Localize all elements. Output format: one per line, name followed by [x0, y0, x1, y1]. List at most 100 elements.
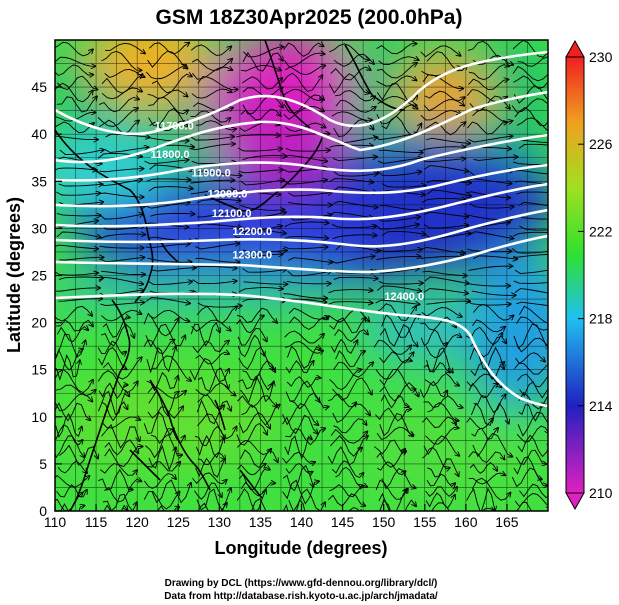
colorbar-bar — [565, 56, 585, 494]
streamline — [151, 479, 191, 504]
streamline — [55, 56, 95, 66]
streamline — [145, 65, 186, 80]
colorbar-top-triangle — [565, 39, 585, 58]
streamline — [105, 42, 145, 53]
streamline — [56, 231, 101, 238]
streamline — [103, 357, 141, 380]
streamline — [237, 148, 282, 151]
streamline — [236, 307, 277, 323]
streamline — [55, 402, 90, 420]
streamline — [378, 149, 423, 152]
streamline — [420, 256, 464, 258]
streamline — [194, 425, 225, 447]
streamline — [282, 72, 322, 92]
streamline — [466, 487, 495, 511]
streamline — [197, 394, 225, 409]
streamline — [283, 247, 328, 249]
streamline — [518, 391, 548, 410]
streamline — [97, 340, 126, 354]
streamline — [426, 473, 455, 486]
contour-label: 12200.0 — [232, 226, 272, 238]
streamline — [519, 381, 548, 399]
streamline — [284, 330, 324, 344]
streamline — [466, 282, 510, 286]
streamline — [195, 257, 239, 262]
y-axis: 0 5 10 15 20 25 30 35 40 45 — [31, 79, 62, 519]
streamline — [241, 405, 280, 426]
credit-data: Data from http://database.rish.kyoto-u.a… — [164, 591, 438, 602]
streamline — [431, 502, 450, 511]
streamline — [236, 135, 280, 137]
streamline — [332, 235, 377, 240]
streamline — [236, 190, 281, 195]
streamline — [511, 467, 547, 486]
streamline — [517, 434, 548, 458]
streamline — [481, 507, 495, 511]
streamline — [195, 243, 239, 250]
streamline — [147, 50, 188, 68]
streamline — [466, 418, 493, 429]
x-tick-label: 135 — [249, 514, 273, 530]
streamline — [238, 170, 283, 174]
streamline — [56, 327, 88, 343]
streamline — [513, 254, 548, 258]
streamline — [104, 68, 145, 79]
streamline — [99, 169, 143, 173]
streamline — [511, 247, 548, 254]
streamline — [375, 408, 411, 422]
streamline — [196, 306, 237, 324]
y-axis-label: Latitude (degrees) — [4, 197, 24, 353]
streamline — [378, 282, 423, 285]
streamline — [147, 462, 180, 472]
streamline — [515, 501, 532, 511]
streamline — [143, 491, 179, 510]
streamline — [197, 452, 225, 466]
contour-label: 12400.0 — [384, 291, 424, 303]
streamline — [143, 411, 174, 436]
streamline — [148, 281, 192, 285]
streamline — [98, 120, 139, 135]
streamline — [329, 485, 367, 498]
streamline — [329, 318, 365, 334]
streamline — [327, 446, 362, 466]
streamline — [102, 493, 137, 511]
streamline — [516, 337, 548, 353]
streamline — [519, 139, 548, 143]
streamline — [288, 257, 332, 263]
streamline — [514, 362, 548, 375]
streamline — [55, 354, 80, 381]
streamline — [332, 403, 370, 424]
streamline — [190, 44, 231, 56]
streamline — [376, 44, 417, 55]
streamline — [58, 299, 102, 302]
streamline — [420, 328, 447, 346]
streamline — [197, 223, 241, 228]
streamline — [329, 145, 373, 147]
streamline — [192, 67, 232, 80]
streamline — [283, 43, 324, 57]
streamline — [419, 380, 447, 399]
y-tick-label: 35 — [31, 173, 47, 189]
streamline — [514, 269, 548, 274]
streamline — [148, 391, 179, 417]
x-tick-label: 160 — [454, 514, 478, 530]
streamline — [146, 179, 191, 181]
streamline — [512, 40, 548, 58]
colorbar-tick-label: 226 — [589, 136, 613, 152]
streamline — [426, 301, 470, 305]
streamline — [285, 65, 325, 76]
x-tick-label: 125 — [167, 514, 191, 530]
streamline — [240, 376, 273, 404]
streamline — [289, 317, 328, 330]
streamline — [143, 312, 179, 337]
streamline — [192, 472, 226, 484]
streamline — [237, 327, 267, 346]
streamline — [55, 121, 94, 134]
streamline — [55, 244, 98, 249]
streamline — [286, 377, 320, 389]
streamline — [329, 43, 369, 60]
colorbar-tick-label: 218 — [589, 311, 613, 327]
streamline — [517, 56, 548, 67]
streamline — [513, 280, 548, 284]
